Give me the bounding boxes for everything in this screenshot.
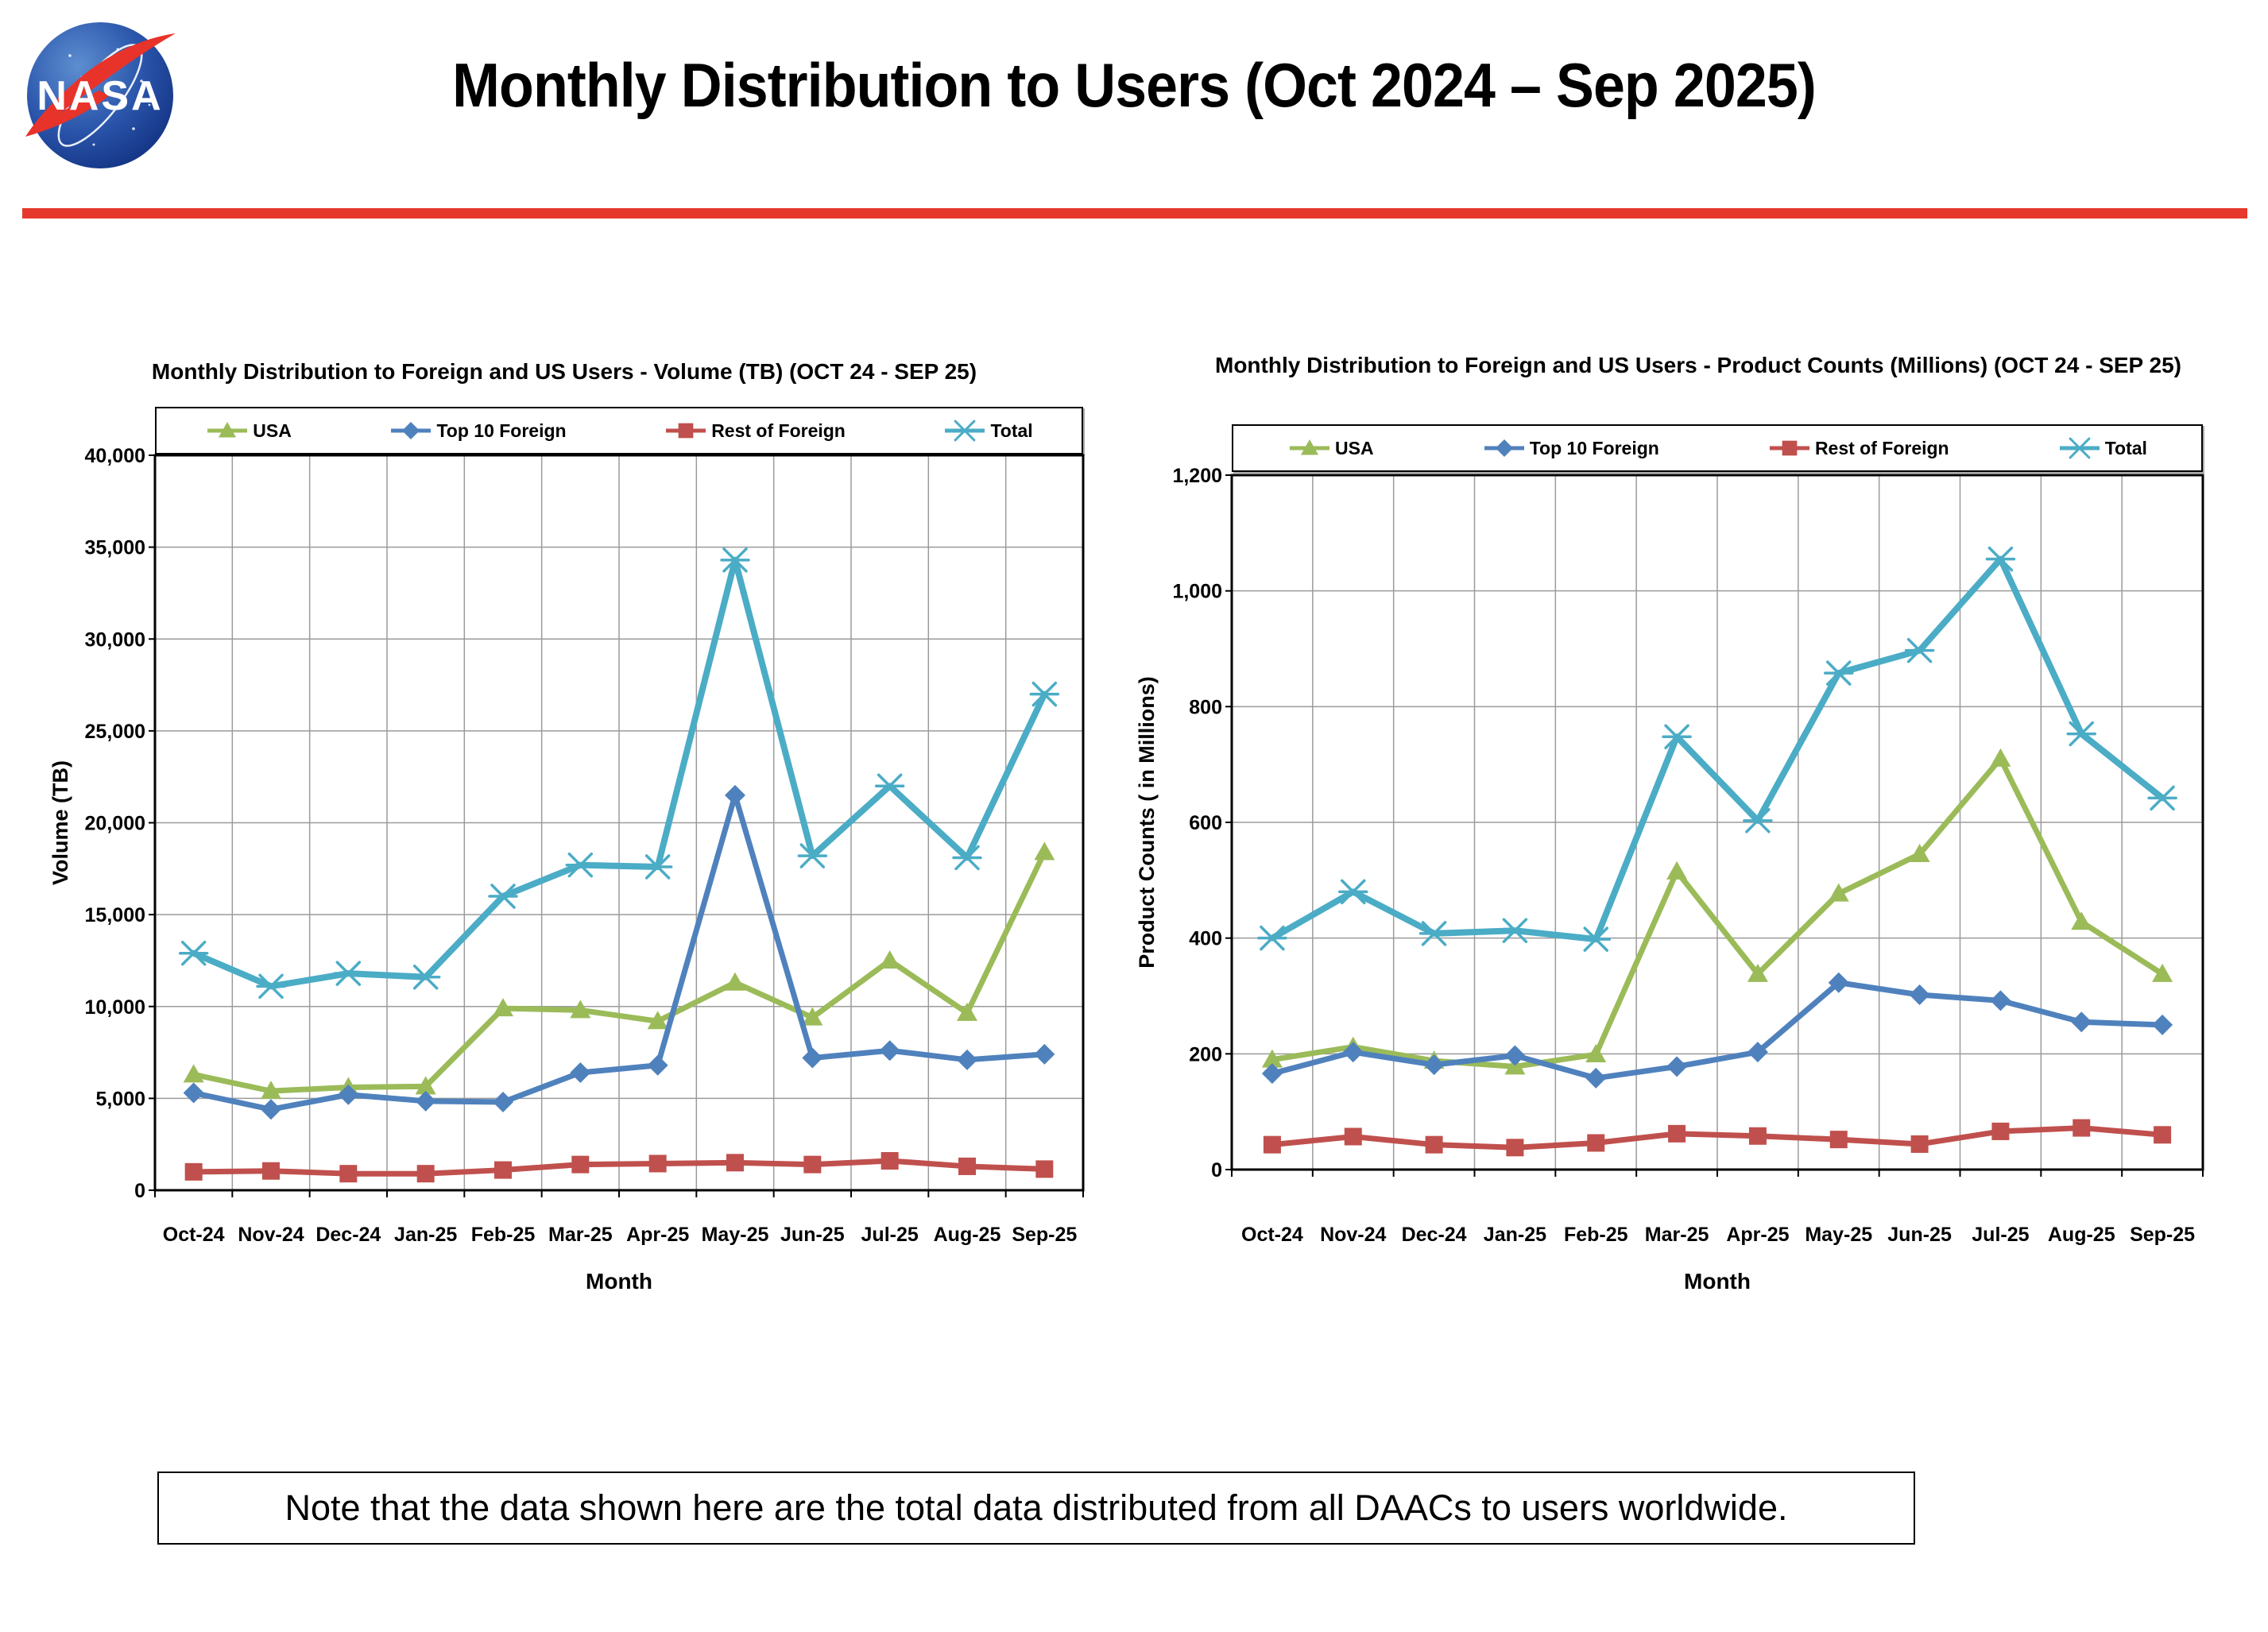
series-usa (183, 841, 1055, 1100)
legend-label: Top 10 Foreign (436, 420, 567, 441)
total-marker-icon (2059, 437, 2100, 459)
svg-text:0: 0 (134, 1180, 145, 1202)
svg-text:Nov-24: Nov-24 (238, 1224, 304, 1246)
svg-text:30,000: 30,000 (85, 628, 145, 651)
svg-text:20,000: 20,000 (85, 813, 145, 835)
svg-text:400: 400 (1189, 928, 1222, 950)
product-counts-chart: Monthly Distribution to Foreign and US U… (1128, 350, 2268, 1327)
svg-text:Sep-25: Sep-25 (1012, 1224, 1077, 1246)
legend-item-top-10-foreign: Top 10 Foreign (389, 420, 567, 442)
svg-text:25,000: 25,000 (85, 721, 145, 743)
legend-item-total: Total (2057, 437, 2147, 459)
x-axis-labels: Oct-24 Nov-24 Dec-24 Jan-25 Feb-25 Mar-25 Apr-… (163, 1224, 1078, 1246)
series-total (178, 547, 1060, 1000)
svg-text:Mar-25: Mar-25 (548, 1224, 613, 1246)
legend-item-rest-of-foreign: Rest of Foreign (1767, 437, 1949, 459)
svg-text:Jul-25: Jul-25 (861, 1224, 919, 1246)
y-axis-labels: 0 200 400 600 800 1,000 1,200 (1172, 465, 1222, 1181)
svg-text:Dec-24: Dec-24 (315, 1224, 381, 1246)
nasa-logo-icon: NASA (22, 17, 178, 173)
y-axis-title: Volume (TB) (48, 760, 72, 885)
legend-item-rest-of-foreign: Rest of Foreign (664, 420, 846, 442)
svg-text:5,000: 5,000 (95, 1088, 145, 1110)
legend-item-usa: USA (205, 420, 292, 442)
legend-label: Total (2104, 437, 2147, 458)
usa-marker-icon (1290, 439, 1330, 455)
svg-text:Oct-24: Oct-24 (163, 1224, 225, 1246)
svg-text:NASA: NASA (37, 73, 163, 119)
svg-text:Mar-25: Mar-25 (1645, 1224, 1709, 1246)
svg-text:Jun-25: Jun-25 (780, 1224, 845, 1246)
svg-text:15,000: 15,000 (85, 904, 145, 926)
legend-label: USA (253, 420, 292, 441)
volume-chart-legend: USA Top 10 Foreign Rest of Foreign Total (155, 407, 1083, 454)
svg-text:40,000: 40,000 (85, 445, 145, 467)
product-counts-chart-title: Monthly Distribution to Foreign and US U… (1215, 353, 2181, 377)
legend-label: Rest of Foreign (1814, 437, 1949, 458)
series-top-10-foreign (183, 784, 1055, 1120)
svg-text:Apr-25: Apr-25 (1726, 1224, 1789, 1246)
x-axis-title: Month (1684, 1269, 1751, 1294)
product-counts-plot: 0 200 400 600 800 1,000 1,200 Oct-24 Nov-24 Dec-2… (1135, 465, 2204, 1294)
svg-text:Jun-25: Jun-25 (1887, 1224, 1952, 1246)
svg-text:800: 800 (1189, 696, 1222, 718)
svg-text:Feb-25: Feb-25 (471, 1224, 536, 1246)
series-total (1257, 546, 2177, 952)
volume-plot: 0 5,000 10,000 15,000 20,000 25,000 30,000 35,0… (48, 445, 1085, 1294)
svg-text:Sep-25: Sep-25 (2130, 1224, 2195, 1246)
total-marker-icon (945, 420, 985, 442)
legend-item-usa: USA (1287, 437, 1374, 459)
series-rest-of-foreign (1263, 1119, 2172, 1157)
legend-item-total: Total (942, 420, 1033, 442)
svg-text:600: 600 (1189, 812, 1222, 834)
product-counts-chart-legend: USA Top 10 Foreign Rest of Foreign Total (1232, 424, 2203, 472)
svg-text:Aug-25: Aug-25 (2048, 1224, 2115, 1246)
svg-text:1,000: 1,000 (1172, 581, 1222, 603)
page-title: Monthly Distribution to Users (Oct 2024 … (452, 50, 1817, 120)
svg-text:200: 200 (1189, 1043, 1222, 1065)
svg-text:Dec-24: Dec-24 (1402, 1224, 1467, 1246)
axis-ticks (1225, 474, 2204, 1177)
svg-text:Oct-24: Oct-24 (1241, 1224, 1303, 1246)
legend-item-top-10-foreign: Top 10 Foreign (1482, 437, 1659, 459)
legend-label: Total (990, 420, 1033, 441)
red-divider (22, 208, 2247, 219)
svg-text:Jul-25: Jul-25 (1972, 1224, 2029, 1246)
svg-text:May-25: May-25 (1805, 1224, 1872, 1246)
svg-text:Apr-25: Apr-25 (626, 1224, 689, 1246)
legend-label: USA (1335, 437, 1374, 458)
series-top-10-foreign (1261, 972, 2173, 1089)
svg-text:Jan-25: Jan-25 (394, 1224, 457, 1246)
gridlines (1232, 475, 2203, 1170)
axis-ticks (149, 454, 1084, 1197)
svg-text:Jan-25: Jan-25 (1484, 1224, 1546, 1246)
note-text: Note that the data shown here are the to… (284, 1487, 1788, 1528)
top-10-foreign-marker-icon (1484, 439, 1524, 458)
gridlines (155, 455, 1083, 1190)
x-axis-title: Month (586, 1269, 652, 1294)
svg-text:35,000: 35,000 (85, 537, 145, 559)
rest-of-foreign-marker-icon (666, 423, 706, 439)
svg-text:1,200: 1,200 (1172, 465, 1222, 487)
series-rest-of-foreign (184, 1152, 1054, 1183)
rest-of-foreign-marker-icon (1769, 440, 1809, 456)
svg-text:Aug-25: Aug-25 (934, 1224, 1001, 1246)
x-axis-labels: Oct-24 Nov-24 Dec-24 Jan-25 Feb-25 Mar-25 Apr-… (1241, 1224, 2195, 1246)
svg-text:Nov-24: Nov-24 (1320, 1224, 1386, 1246)
svg-text:0: 0 (1211, 1159, 1222, 1181)
y-axis-title: Product Counts ( in Millions) (1135, 676, 1159, 968)
note-box: Note that the data shown here are the to… (157, 1472, 1915, 1545)
svg-text:10,000: 10,000 (85, 996, 145, 1019)
volume-chart-title: Monthly Distribution to Foreign and US U… (151, 359, 977, 384)
y-axis-labels: 0 5,000 10,000 15,000 20,000 25,000 30,000 35,0… (85, 445, 145, 1202)
top-10-foreign-marker-icon (391, 421, 432, 440)
usa-marker-icon (207, 421, 248, 438)
svg-text:Feb-25: Feb-25 (1564, 1224, 1628, 1246)
svg-text:May-25: May-25 (702, 1224, 769, 1246)
volume-chart: Monthly Distribution to Foreign and US U… (36, 350, 1093, 1327)
legend-label: Rest of Foreign (711, 420, 846, 441)
legend-label: Top 10 Foreign (1529, 437, 1659, 458)
